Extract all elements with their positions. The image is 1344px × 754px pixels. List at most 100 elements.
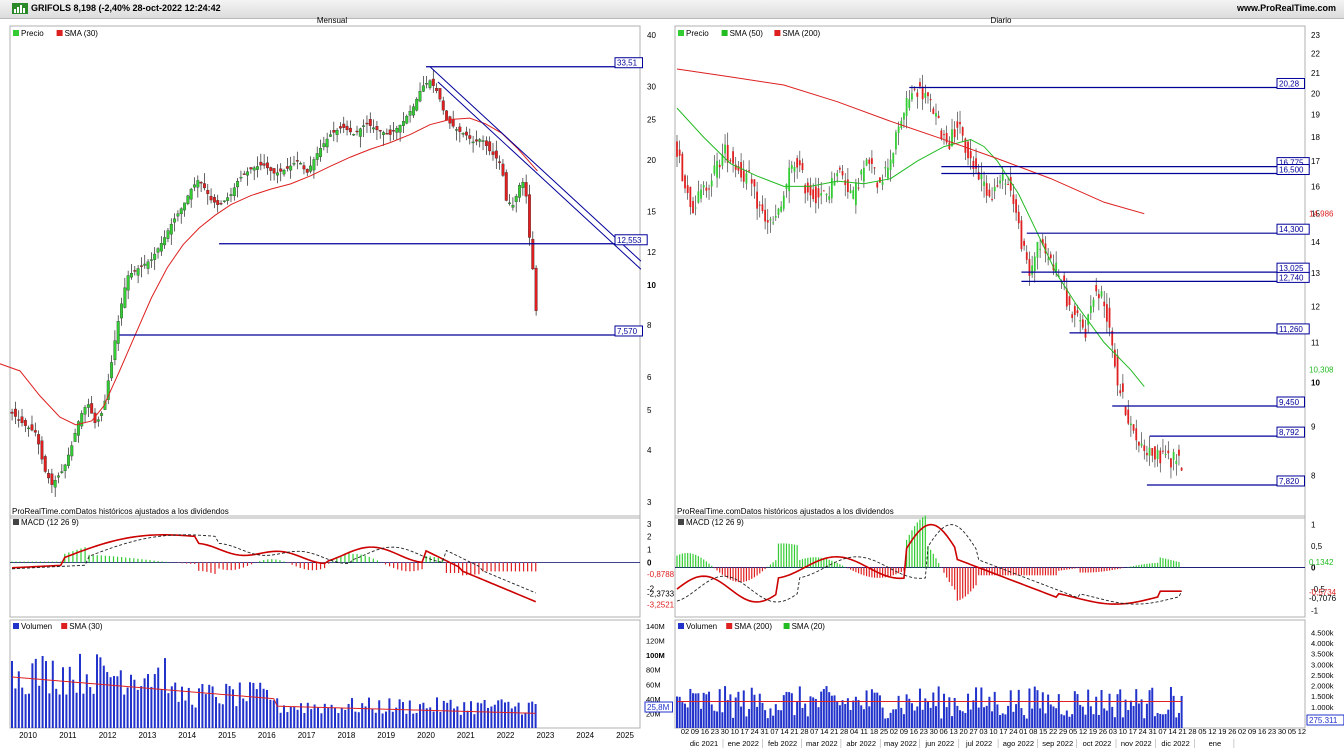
candle bbox=[368, 119, 372, 126]
macd-bar bbox=[679, 554, 681, 568]
candle bbox=[713, 165, 716, 174]
x-day-label: 28 bbox=[1188, 727, 1196, 736]
macd-bar bbox=[157, 561, 159, 563]
macd-bar bbox=[692, 553, 694, 568]
site-link[interactable]: www.ProRealTime.com bbox=[1236, 3, 1336, 13]
macd-bar bbox=[129, 557, 131, 563]
candle bbox=[718, 164, 721, 168]
macd-value-tag: -0,8788 bbox=[647, 570, 675, 579]
level-tag-box bbox=[1276, 164, 1310, 176]
macd-bar bbox=[681, 553, 683, 568]
macd-bar bbox=[727, 567, 729, 579]
volume-bar bbox=[865, 690, 868, 728]
volume-bar bbox=[130, 674, 132, 728]
candle bbox=[750, 179, 753, 184]
volume-bar bbox=[38, 685, 41, 728]
candle bbox=[139, 265, 143, 267]
legend-label: SMA (20) bbox=[792, 622, 826, 631]
volume-bar bbox=[157, 667, 160, 728]
volume-bar bbox=[948, 697, 951, 728]
monthly-price-legend[interactable]: Precio SMA (30) bbox=[13, 29, 98, 38]
volume-bar bbox=[79, 653, 81, 728]
macd-bar bbox=[417, 562, 419, 571]
candle bbox=[484, 140, 488, 146]
y-tick-label: 60M bbox=[646, 680, 661, 689]
candle bbox=[342, 123, 346, 128]
daily-price-legend[interactable]: Precio SMA (50) SMA (200) bbox=[678, 29, 821, 38]
candle bbox=[972, 160, 975, 169]
macd-bar bbox=[863, 567, 865, 576]
volume-bar bbox=[238, 682, 241, 728]
macd-bar bbox=[340, 555, 342, 563]
macd-bar bbox=[716, 567, 718, 571]
y-tick-label: 10 bbox=[647, 281, 656, 290]
candle bbox=[916, 92, 919, 97]
candle bbox=[937, 115, 940, 119]
candle bbox=[209, 195, 213, 201]
volume-bar bbox=[1151, 687, 1154, 728]
candle bbox=[812, 189, 815, 199]
candle bbox=[193, 184, 196, 188]
x-day-label: 30 bbox=[930, 727, 938, 736]
candle bbox=[980, 174, 983, 180]
volume-bar bbox=[167, 693, 170, 728]
daily-volume-legend[interactable]: Volumen SMA (200) SMA (20) bbox=[678, 622, 825, 631]
candle bbox=[1001, 172, 1004, 181]
macd-bar bbox=[900, 567, 902, 572]
candle bbox=[788, 167, 791, 192]
candle bbox=[518, 185, 521, 198]
volume-bar bbox=[678, 696, 681, 728]
monthly-macd-legend[interactable]: MACD (12 26 9) bbox=[13, 518, 79, 527]
volume-bar bbox=[1119, 689, 1122, 728]
volume-bar bbox=[1068, 716, 1071, 728]
volume-bar bbox=[405, 713, 408, 728]
volume-bar bbox=[249, 682, 251, 728]
macd-bar bbox=[1026, 567, 1028, 576]
macd-bar bbox=[972, 567, 974, 589]
macd-bar bbox=[518, 562, 521, 572]
macd-bar bbox=[1015, 567, 1017, 576]
candle bbox=[421, 85, 425, 92]
candle bbox=[322, 143, 326, 148]
volume-bar bbox=[391, 711, 394, 728]
volume-bar bbox=[750, 687, 753, 728]
macd-bar bbox=[413, 562, 415, 572]
candle bbox=[372, 127, 376, 130]
candle bbox=[967, 141, 969, 159]
volume-bar bbox=[150, 686, 153, 728]
x-year-label: 2020 bbox=[417, 731, 435, 740]
volume-bar bbox=[777, 709, 780, 728]
macd-bar bbox=[871, 567, 873, 578]
volume-bar bbox=[225, 683, 228, 728]
volume-bar bbox=[116, 676, 119, 728]
candle bbox=[216, 200, 220, 205]
volume-bar bbox=[1076, 694, 1079, 728]
macd-bar bbox=[449, 562, 452, 573]
candle bbox=[189, 188, 193, 200]
y-tick-label: 21 bbox=[1311, 69, 1320, 78]
candle bbox=[1073, 306, 1076, 315]
volume-bar bbox=[1180, 695, 1183, 728]
candle bbox=[1049, 254, 1052, 259]
legend-label: SMA (50) bbox=[730, 29, 764, 38]
monthly-volume-legend[interactable]: Volumen SMA (30) bbox=[13, 622, 103, 631]
candle bbox=[932, 108, 935, 114]
candle bbox=[1121, 383, 1124, 392]
volume-bar bbox=[956, 705, 959, 728]
level-tag: 33,51 bbox=[617, 59, 638, 68]
daily-macd-legend[interactable]: MACD (12 26 9) bbox=[678, 518, 744, 527]
volume-bar bbox=[1092, 714, 1095, 728]
volume-bar bbox=[732, 717, 735, 728]
y-tick-label: 40M bbox=[646, 695, 661, 704]
candle bbox=[710, 180, 713, 187]
volume-bar bbox=[796, 701, 799, 728]
candle bbox=[684, 175, 686, 189]
volume-value-tag: 275.311 bbox=[1309, 716, 1338, 725]
candle bbox=[876, 182, 879, 188]
macd-bar bbox=[849, 567, 852, 570]
macd-bar bbox=[190, 562, 192, 564]
candle bbox=[689, 186, 692, 208]
volume-bar bbox=[1084, 714, 1087, 728]
volume-bar bbox=[940, 718, 943, 728]
